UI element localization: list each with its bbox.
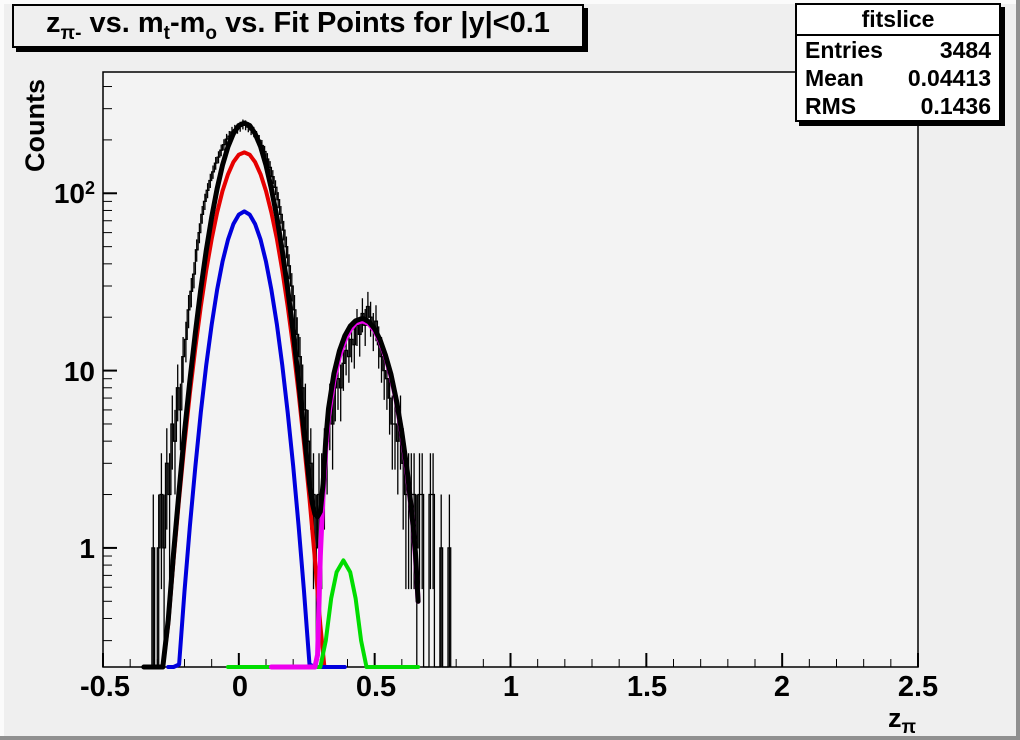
x-axis-title: zπ bbox=[888, 703, 917, 738]
stat-value: 0.04413 bbox=[907, 64, 991, 91]
plot-frame bbox=[102, 71, 919, 668]
y-tick-label-100: 102 bbox=[53, 178, 95, 209]
x-tick-label: 2 bbox=[773, 671, 791, 703]
total-fit-black bbox=[141, 120, 421, 670]
plot-title-box: zπ- vs. mt-mo vs. Fit Points for |y|<0.1 bbox=[12, 4, 584, 48]
y-axis-title: Counts bbox=[20, 79, 50, 172]
x-tick-label: 0 bbox=[231, 671, 249, 703]
stat-label: Entries bbox=[805, 36, 883, 63]
y-tick-label-10: 10 bbox=[63, 356, 95, 387]
x-tick-label: 1 bbox=[502, 671, 520, 703]
stat-value: 3484 bbox=[939, 36, 991, 63]
x-tick-label: -0.5 bbox=[80, 671, 130, 703]
histogram-outline bbox=[149, 123, 452, 668]
stats-row-entries: Entries 3484 bbox=[797, 36, 999, 64]
stats-title: fitslice bbox=[797, 5, 999, 36]
stats-box: fitslice Entries 3484 Mean 0.04413 RMS 0… bbox=[795, 3, 1001, 122]
x-tick-label: 0.5 bbox=[355, 671, 397, 703]
gauss2-fit-blue bbox=[166, 209, 347, 669]
y-tick-label-1: 1 bbox=[79, 533, 95, 564]
stat-label: Mean bbox=[805, 64, 864, 91]
stats-row-mean: Mean 0.04413 bbox=[797, 64, 999, 92]
x-tick-label: 2.5 bbox=[897, 671, 939, 703]
stat-label: RMS bbox=[805, 92, 857, 119]
x-tick-label: 1.5 bbox=[626, 671, 668, 703]
stats-row-rms: RMS 0.1436 bbox=[797, 92, 999, 120]
plot-title: zπ- vs. mt-mo vs. Fit Points for |y|<0.1 bbox=[46, 7, 550, 44]
stat-value: 0.1436 bbox=[920, 92, 991, 119]
component-fit-green bbox=[226, 558, 421, 669]
